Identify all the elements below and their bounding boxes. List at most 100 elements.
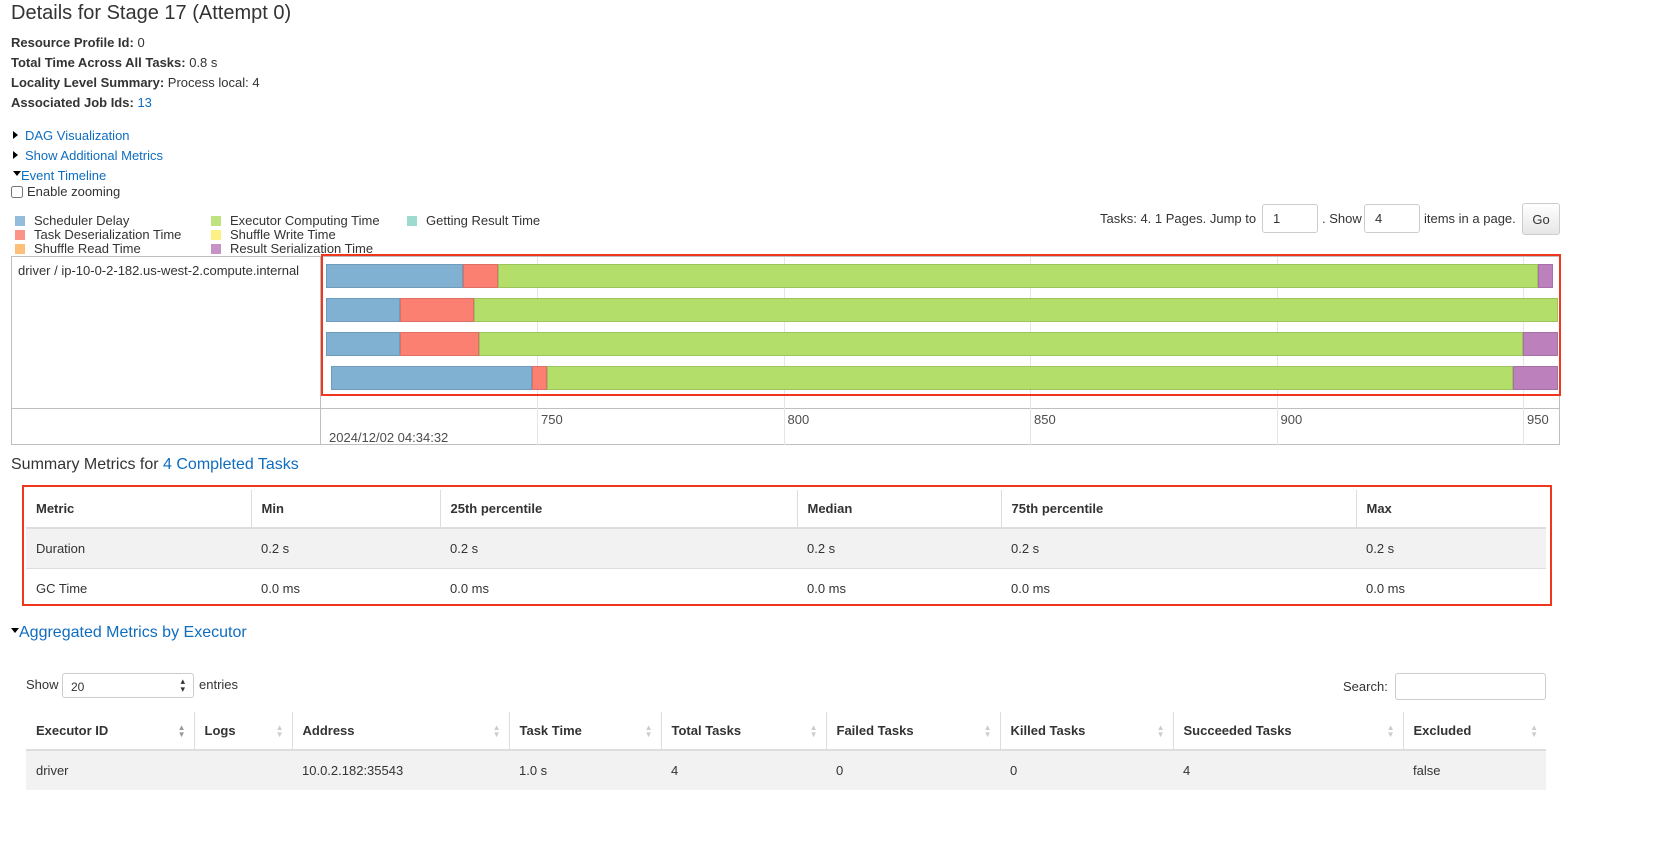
legend-swatch bbox=[211, 244, 221, 254]
table-cell: 10.0.2.182:35543 bbox=[292, 749, 509, 790]
page-size-input[interactable] bbox=[1364, 204, 1420, 233]
legend-item: Shuffle Write Time bbox=[211, 227, 336, 242]
sort-icon: ▲ ▼ bbox=[983, 723, 992, 739]
column-header[interactable]: Address ▲ ▼ bbox=[291, 712, 509, 751]
legend-label: Shuffle Read Time bbox=[34, 241, 141, 256]
table-cell: 4 bbox=[1173, 749, 1403, 790]
executor-table: Executor ID ▲ ▼ Logs ▲ ▼ Address ▲ ▼ Task Time ▲ ▼ T… bbox=[26, 712, 1546, 790]
legend-swatch bbox=[15, 230, 25, 240]
completed-tasks-link[interactable]: 4 Completed Tasks bbox=[163, 456, 299, 473]
aggregated-metrics-link[interactable]: Aggregated Metrics by Executor bbox=[19, 624, 247, 641]
legend-item: Executor Computing Time bbox=[211, 213, 380, 228]
legend-item: Shuffle Read Time bbox=[15, 241, 141, 256]
column-header: Max bbox=[1355, 490, 1546, 529]
legend-item: Getting Result Time bbox=[407, 213, 540, 228]
info-total-time: Total Time Across All Tasks: 0.8 s bbox=[11, 55, 218, 70]
task-segment[interactable] bbox=[498, 264, 1538, 288]
sort-icon: ▲ ▼ bbox=[177, 723, 186, 739]
info-resource-profile: Resource Profile Id: 0 bbox=[11, 35, 145, 50]
column-header[interactable]: Executor ID ▲ ▼ bbox=[26, 712, 194, 751]
table-row: driver 10.0.2.182:35543 1.0 s 4 0 0 4 false bbox=[26, 749, 1546, 790]
task-segment[interactable] bbox=[478, 332, 1523, 356]
axis-tick-label: 800 bbox=[787, 412, 810, 427]
task-segment[interactable] bbox=[1537, 264, 1554, 288]
summary-title: Summary Metrics for 4 Completed Tasks bbox=[11, 456, 299, 473]
task-segment[interactable] bbox=[1523, 332, 1558, 356]
legend-item: Task Deserialization Time bbox=[15, 227, 181, 242]
dag-visualization-toggle[interactable]: DAG Visualization bbox=[13, 126, 163, 146]
legend-label: Result Serialization Time bbox=[230, 241, 374, 256]
event-timeline-link[interactable]: Event Timeline bbox=[21, 168, 107, 183]
aggregated-metrics-toggle[interactable]: Aggregated Metrics by Executor bbox=[11, 624, 247, 642]
timeline-plot[interactable]: 750 800 850 900 950 bbox=[326, 257, 1560, 445]
task-segment[interactable] bbox=[546, 366, 1514, 390]
additional-metrics-link[interactable]: Show Additional Metrics bbox=[25, 148, 164, 163]
column-header[interactable]: Excluded ▲ ▼ bbox=[1402, 712, 1546, 751]
column-header: 25th percentile bbox=[439, 490, 797, 529]
axis-tick-label: 850 bbox=[1034, 412, 1056, 427]
sort-icon: ▲ ▼ bbox=[275, 723, 284, 739]
sort-icon: ▲ ▼ bbox=[809, 723, 818, 739]
enable-zooming[interactable]: Enable zooming bbox=[11, 184, 120, 199]
go-button[interactable]: Go bbox=[1522, 203, 1560, 235]
table-cell: 0.2 s bbox=[440, 527, 797, 568]
task-segment[interactable] bbox=[326, 264, 464, 288]
sort-icon: ▲ ▼ bbox=[1530, 723, 1538, 739]
pagination-text: Tasks: 4. 1 Pages. Jump to bbox=[1100, 211, 1257, 226]
column-header[interactable]: Killed Tasks ▲ ▼ bbox=[999, 712, 1173, 751]
table-cell: 0 bbox=[1000, 749, 1173, 790]
task-segment[interactable] bbox=[532, 366, 547, 390]
column-header: Metric bbox=[26, 490, 251, 529]
column-header[interactable]: Task Time ▲ ▼ bbox=[508, 712, 661, 751]
table-cell bbox=[194, 749, 292, 790]
task-segment[interactable] bbox=[399, 298, 474, 322]
caret-right-icon bbox=[13, 131, 18, 139]
task-segment[interactable] bbox=[463, 264, 499, 288]
legend-label: Shuffle Write Time bbox=[230, 227, 336, 242]
task-segment[interactable] bbox=[326, 332, 400, 356]
legend-label: Task Deserialization Time bbox=[34, 227, 182, 242]
additional-metrics-toggle[interactable]: Show Additional Metrics bbox=[13, 146, 163, 166]
pagination: Tasks: 4. 1 Pages. Jump to . Show items … bbox=[1100, 203, 1560, 235]
legend-swatch bbox=[15, 216, 25, 226]
legend-label: Scheduler Delay bbox=[34, 213, 130, 228]
search-input[interactable] bbox=[1395, 673, 1546, 700]
column-header[interactable]: Logs ▲ ▼ bbox=[193, 712, 292, 751]
event-timeline: driver / ip-10-0-2-182.us-west-2.compute… bbox=[11, 256, 1560, 445]
task-segment[interactable] bbox=[473, 298, 1558, 322]
table-cell: 0.2 s bbox=[1356, 527, 1546, 568]
table-cell: 0.2 s bbox=[251, 527, 440, 568]
axis-tick-label: 950 bbox=[1527, 412, 1549, 427]
legend-label: Executor Computing Time bbox=[230, 213, 380, 228]
table-cell: GC Time bbox=[26, 567, 251, 608]
entries-select[interactable]: 20 ▴ ▾ bbox=[62, 673, 194, 698]
task-segment[interactable] bbox=[330, 366, 533, 390]
stage-info: Resource Profile Id: 0 Total Time Across… bbox=[11, 33, 260, 113]
caret-down-icon bbox=[11, 628, 19, 633]
timeline-group-label: driver / ip-10-0-2-182.us-west-2.compute… bbox=[18, 263, 300, 278]
axis-tick-label: 900 bbox=[1280, 412, 1303, 427]
legend-swatch bbox=[15, 244, 25, 254]
event-timeline-toggle[interactable]: Event Timeline bbox=[13, 166, 163, 186]
task-segment[interactable] bbox=[1513, 366, 1558, 390]
column-header[interactable]: Total Tasks ▲ ▼ bbox=[660, 712, 826, 751]
sort-icon: ▲ ▼ bbox=[1156, 723, 1165, 739]
table-cell: driver bbox=[26, 749, 194, 790]
column-header[interactable]: Succeeded Tasks ▲ ▼ bbox=[1172, 712, 1403, 751]
jump-to-page-input[interactable] bbox=[1262, 204, 1318, 233]
job-id-link[interactable]: 13 bbox=[137, 95, 152, 110]
table-cell: 0.0 ms bbox=[1356, 567, 1546, 608]
enable-zooming-checkbox[interactable] bbox=[11, 185, 23, 198]
items-per-page-text: items in a page. bbox=[1424, 211, 1516, 226]
axis-tick-label: 750 bbox=[541, 412, 563, 427]
task-segment[interactable] bbox=[326, 298, 400, 322]
sort-icon: ▲ ▼ bbox=[644, 723, 653, 739]
table-cell: 1.0 s bbox=[509, 749, 661, 790]
table-cell: 0.0 ms bbox=[1001, 567, 1356, 608]
task-segment[interactable] bbox=[399, 332, 479, 356]
info-job-ids: Associated Job Ids: 13 bbox=[11, 95, 152, 110]
table-cell: 0.0 ms bbox=[797, 567, 1001, 608]
column-header[interactable]: Failed Tasks ▲ ▼ bbox=[825, 712, 1000, 751]
legend-swatch bbox=[211, 216, 221, 226]
dag-link[interactable]: DAG Visualization bbox=[25, 128, 130, 143]
